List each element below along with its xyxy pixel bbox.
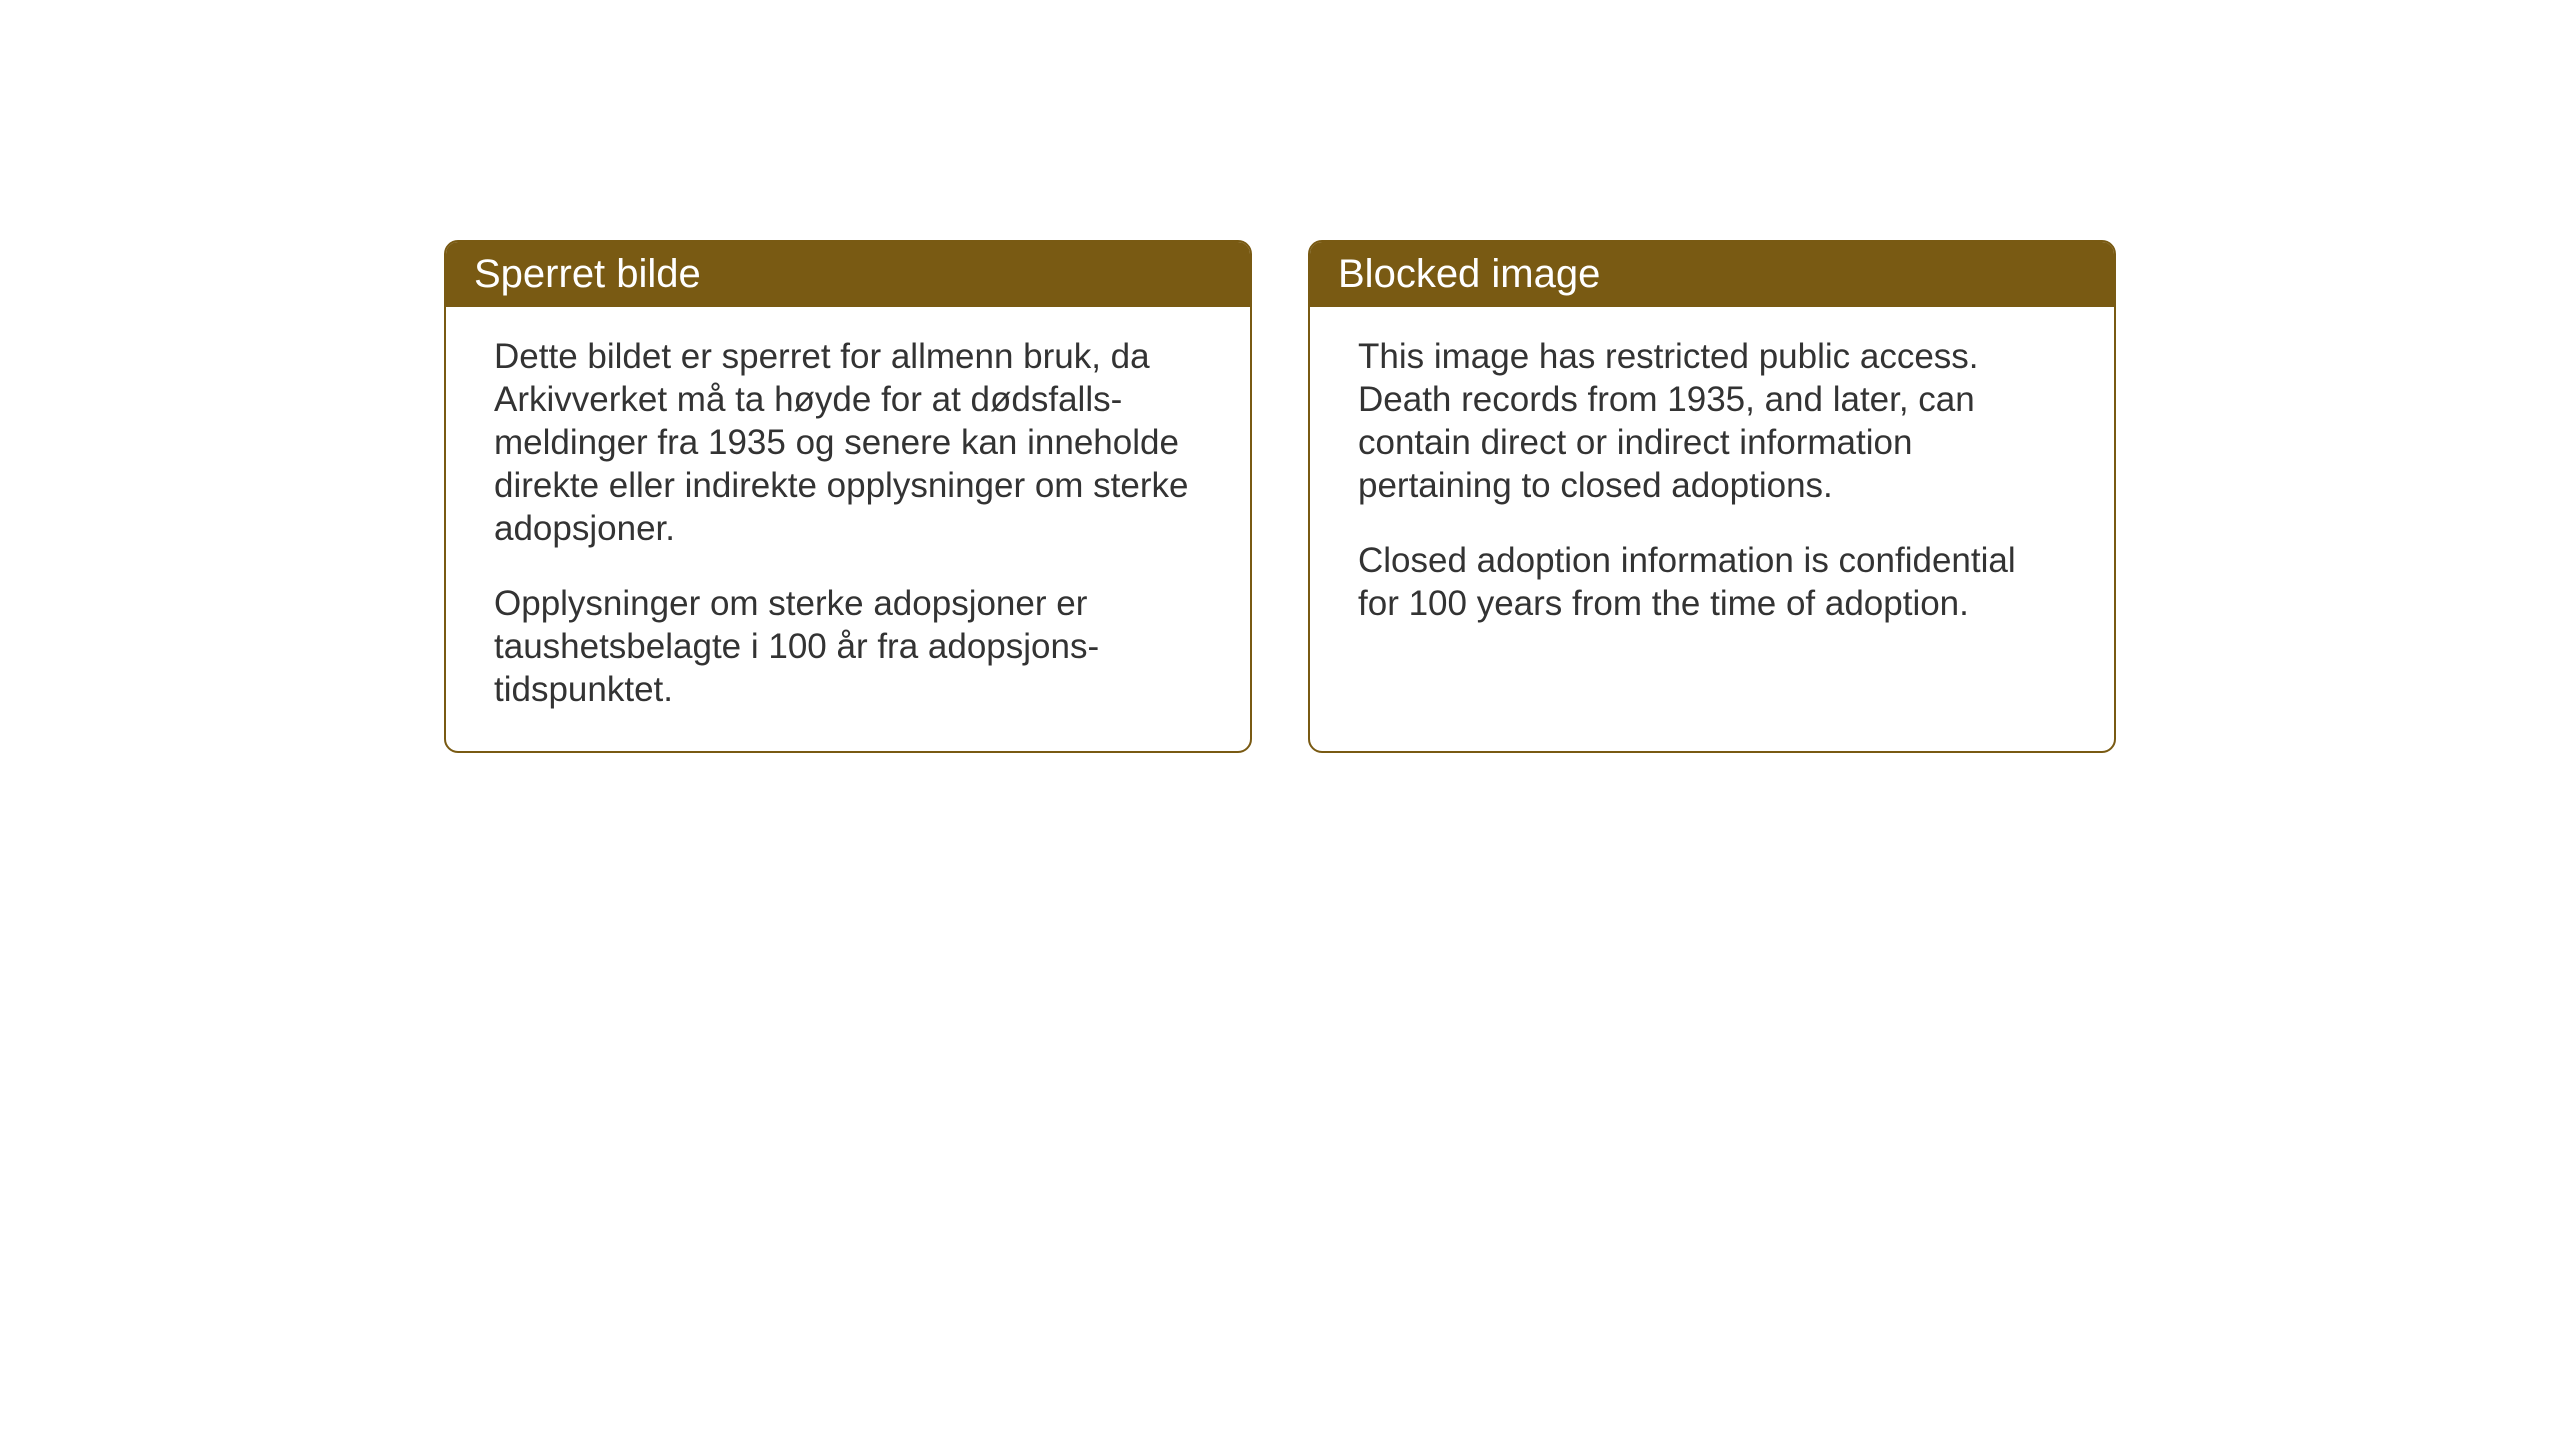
card-english-body: This image has restricted public access.… <box>1310 307 2114 665</box>
card-english-paragraph-2: Closed adoption information is confident… <box>1358 539 2066 625</box>
card-english-header: Blocked image <box>1310 242 2114 307</box>
cards-container: Sperret bilde Dette bildet er sperret fo… <box>444 240 2116 753</box>
card-norwegian-paragraph-1: Dette bildet er sperret for allmenn bruk… <box>494 335 1202 550</box>
card-norwegian-body: Dette bildet er sperret for allmenn bruk… <box>446 307 1250 751</box>
card-english: Blocked image This image has restricted … <box>1308 240 2116 753</box>
card-norwegian-header: Sperret bilde <box>446 242 1250 307</box>
card-english-paragraph-1: This image has restricted public access.… <box>1358 335 2066 507</box>
card-english-title: Blocked image <box>1338 252 1600 296</box>
card-norwegian-title: Sperret bilde <box>474 252 701 296</box>
card-norwegian-paragraph-2: Opplysninger om sterke adopsjoner er tau… <box>494 582 1202 711</box>
card-norwegian: Sperret bilde Dette bildet er sperret fo… <box>444 240 1252 753</box>
